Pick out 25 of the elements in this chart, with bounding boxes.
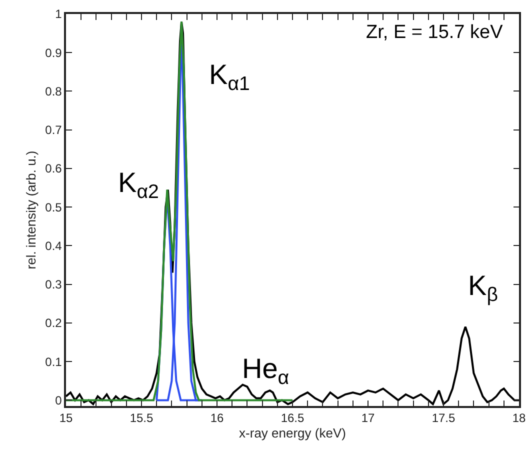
annotation: K$_{α1}$: [209, 59, 250, 95]
y-tick-label: 0.4: [45, 238, 62, 253]
x-tick-label: 17: [361, 411, 375, 426]
y-tick-label: 0.5: [45, 200, 62, 214]
y-tick-label: 0.8: [45, 84, 62, 98]
y-tick-label: 0.6: [45, 162, 62, 176]
y-tick-label: 1: [55, 7, 62, 22]
x-tick-label: 16: [210, 411, 224, 426]
annotation: Zr, E = 15.7 keV: [366, 22, 504, 43]
y-tick-label: 0.7: [45, 123, 62, 138]
x-tick-label: 15.5: [130, 411, 154, 426]
annotation: K$_{α2}$: [118, 167, 159, 203]
y-axis-title: rel. intensity (arb. u.): [24, 150, 39, 270]
y-tick-label: 0.3: [45, 278, 62, 292]
y-tick-label: 0: [55, 393, 62, 408]
x-tick-label: 15: [59, 411, 73, 426]
x-tick-label: 16.5: [280, 411, 304, 426]
y-tick-label: 0.2: [45, 316, 62, 330]
x-tick-label: 18: [512, 411, 526, 426]
y-tick-label: 0.9: [45, 46, 62, 60]
y-tick-label: 0.1: [45, 354, 62, 369]
x-axis-title: x-ray energy (keV): [239, 425, 346, 440]
x-tick-label: 17.5: [432, 411, 456, 426]
annotation: K$_{β}$: [468, 270, 498, 306]
annotation: He$_{α}$: [242, 353, 290, 389]
